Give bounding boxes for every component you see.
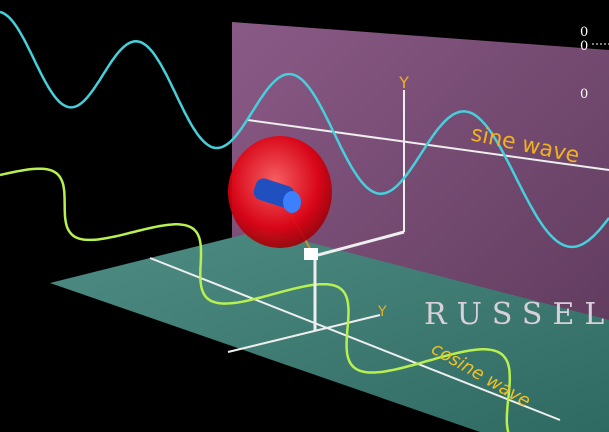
- sine-panel: [232, 22, 609, 385]
- floor-axis: [149, 257, 561, 421]
- panel-axis: [247, 119, 609, 171]
- y-label-floor: Y: [377, 304, 387, 320]
- corner-value: 0: [580, 25, 588, 40]
- arm: [317, 230, 405, 257]
- corner-value: 0: [580, 87, 588, 102]
- watermark: RUSSEL: [424, 297, 609, 332]
- y-label: Y: [398, 73, 409, 92]
- cylinder-cap: [283, 191, 301, 213]
- joint: [304, 248, 318, 260]
- sine-curve: [0, 10, 609, 249]
- cosine-curve: [0, 167, 512, 432]
- corner-value: 0: [580, 39, 588, 54]
- cosine-floor: [50, 230, 609, 432]
- floor-y-axis: [227, 314, 381, 353]
